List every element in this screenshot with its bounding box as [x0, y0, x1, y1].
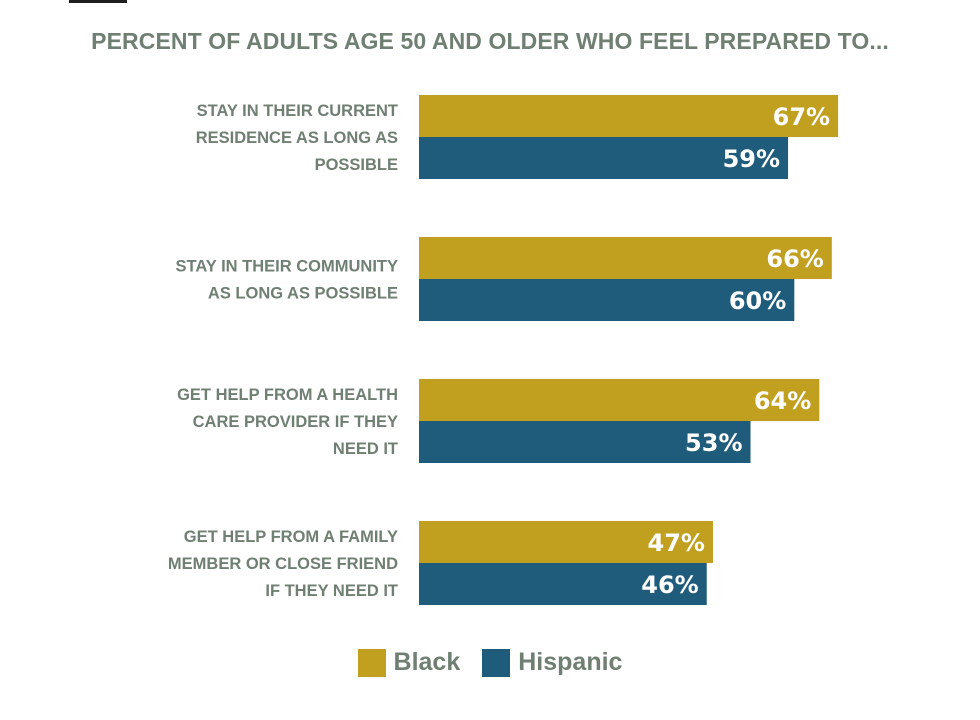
value-label-hispanic-2: 60% [729, 287, 786, 315]
category-label-1-line-2: RESIDENCE AS LONG AS [196, 129, 398, 147]
value-label-black-3: 64% [754, 387, 811, 415]
value-label-black-1: 67% [773, 103, 830, 131]
category-label-3-line-2: CARE PROVIDER IF THEY [193, 413, 398, 431]
value-label-black-2: 66% [766, 245, 823, 273]
value-label-hispanic-3: 53% [685, 429, 742, 457]
legend-swatch-black [357, 648, 386, 677]
value-label-hispanic-4: 46% [641, 571, 698, 599]
category-label-2-line-2: AS LONG AS POSSIBLE [208, 285, 398, 303]
bar-black-2 [419, 237, 832, 279]
category-label-1-line-3: POSSIBLE [315, 156, 398, 174]
bar-black-1 [419, 95, 839, 137]
bar-black-3 [419, 379, 820, 421]
category-label-2-line-1: STAY IN THEIR COMMUNITY [176, 258, 398, 276]
chart-title: PERCENT OF ADULTS AGE 50 AND OLDER WHO F… [91, 28, 889, 54]
category-label-4-line-3: IF THEY NEED IT [265, 582, 398, 600]
bar-hispanic-1 [419, 137, 789, 179]
bar-hispanic-3 [419, 421, 751, 463]
legend-item-hispanic: Hispanic [482, 648, 622, 677]
top-decorative-bar [69, 0, 127, 3]
bar-hispanic-4 [419, 563, 707, 605]
category-label-3-line-1: GET HELP FROM A HEALTH [177, 386, 398, 404]
category-label-4-line-2: MEMBER OR CLOSE FRIEND [168, 555, 398, 573]
legend: Black Hispanic [0, 648, 980, 677]
value-label-hispanic-1: 59% [723, 145, 780, 173]
bar-chart: STAY IN THEIR CURRENT RESIDENCE AS LONG A… [168, 95, 839, 605]
category-label-1-line-1: STAY IN THEIR CURRENT [197, 102, 398, 120]
value-label-black-4: 47% [648, 529, 705, 557]
category-label-3-line-3: NEED IT [333, 440, 398, 458]
legend-label-black: Black [393, 648, 461, 676]
category-label-4-line-1: GET HELP FROM A FAMILY [184, 528, 398, 546]
legend-label-hispanic: Hispanic [518, 648, 623, 676]
legend-item-black: Black [357, 648, 461, 677]
bar-hispanic-2 [419, 279, 795, 321]
bar-black-4 [419, 521, 713, 563]
legend-swatch-hispanic [482, 648, 511, 677]
